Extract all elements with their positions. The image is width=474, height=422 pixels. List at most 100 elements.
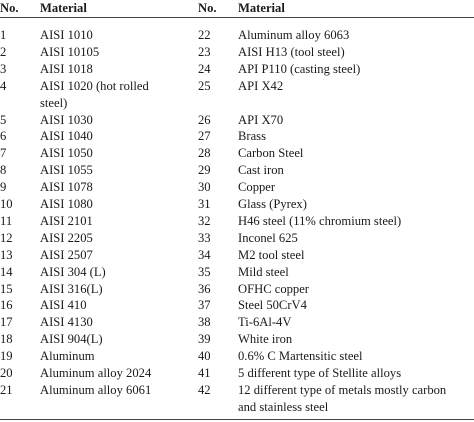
- material-name: AISI 904(L): [40, 331, 103, 348]
- header-material-left: Material: [40, 1, 87, 15]
- row-number: 35: [198, 265, 211, 279]
- material-name: Steel 50CrV4: [238, 297, 307, 314]
- material-name: Copper: [238, 179, 275, 196]
- material-name: 12 different type of metals mostly carbo…: [238, 382, 446, 416]
- row-number: 28: [198, 146, 211, 160]
- material-line-continued: and stainless steel: [238, 400, 329, 414]
- material-name: Mild steel: [238, 264, 289, 281]
- material-name: Aluminum: [40, 348, 95, 365]
- material-name: AISI 1080: [40, 196, 93, 213]
- material-line: API X42: [238, 79, 284, 93]
- row-number: 2: [0, 45, 7, 59]
- material-line: AISI 1055: [40, 163, 93, 177]
- row-number: 25: [198, 79, 211, 93]
- row-number: 32: [198, 214, 211, 228]
- material-name: Ti-6Al-4V: [238, 314, 291, 331]
- material-line: Mild steel: [238, 265, 289, 279]
- material-name: API X70: [238, 112, 283, 129]
- row-number: 26: [198, 113, 211, 127]
- material-line: AISI 2101: [40, 214, 93, 228]
- row-number: 20: [0, 366, 13, 380]
- row-number: 17: [0, 315, 13, 329]
- material-line: AISI 1078: [40, 180, 93, 194]
- material-line: 0.6% C Martensitic steel: [238, 349, 363, 363]
- material-line: Glass (Pyrex): [238, 197, 307, 211]
- material-line: Aluminum: [40, 349, 95, 363]
- material-name: Carbon Steel: [238, 145, 303, 162]
- material-name: AISI 2101: [40, 213, 93, 230]
- row-number: 27: [198, 129, 211, 143]
- row-number: 24: [198, 62, 211, 76]
- material-line: AISI 1010: [40, 28, 93, 42]
- row-number: 14: [0, 265, 13, 279]
- material-line: AISI 1018: [40, 62, 93, 76]
- row-number: 29: [198, 163, 211, 177]
- material-name: M2 tool steel: [238, 247, 304, 264]
- material-line: API X70: [238, 113, 284, 127]
- material-name: AISI 4130: [40, 314, 93, 331]
- material-line-continued: steel): [40, 96, 68, 110]
- row-number: 22: [198, 28, 211, 42]
- material-name: AISI 1020 (hot rolled steel): [40, 78, 149, 112]
- material-name: AISI 1018: [40, 61, 93, 78]
- material-line: 12 different type of metals mostly carbo…: [238, 383, 447, 397]
- row-number: 18: [0, 332, 13, 346]
- material-name: AISI 10105: [40, 44, 99, 61]
- material-line: M2 tool steel: [238, 248, 305, 262]
- material-name: AISI 1078: [40, 179, 93, 196]
- material-line: AISI 410: [40, 298, 87, 312]
- material-name: AISI 1040: [40, 128, 93, 145]
- material-name: 0.6% C Martensitic steel: [238, 348, 363, 365]
- header-material-right: Material: [238, 1, 285, 15]
- material-line: OFHC copper: [238, 282, 310, 296]
- material-name: Aluminum alloy 6061: [40, 382, 151, 399]
- row-number: 40: [198, 349, 211, 363]
- row-number: 7: [0, 146, 7, 160]
- material-line: Inconel 625: [238, 231, 298, 245]
- material-name: Brass: [238, 128, 266, 145]
- row-number: 9: [0, 180, 7, 194]
- material-name: H46 steel (11% chromium steel): [238, 213, 401, 230]
- row-number: 4: [0, 79, 7, 93]
- material-line: 5 different type of Stellite alloys: [238, 366, 402, 380]
- material-name: 5 different type of Stellite alloys: [238, 365, 401, 382]
- material-line: Brass: [238, 129, 266, 143]
- material-line: H46 steel (11% chromium steel): [238, 214, 402, 228]
- bottom-rule: [0, 419, 474, 420]
- row-number: 19: [0, 349, 13, 363]
- material-line: White iron: [238, 332, 293, 346]
- material-line: AISI 2507: [40, 248, 93, 262]
- material-line: Ti-6Al-4V: [238, 315, 292, 329]
- material-line: AISI 904(L): [40, 332, 103, 346]
- material-name: White iron: [238, 331, 292, 348]
- row-number: 41: [198, 366, 211, 380]
- row-number: 21: [0, 383, 13, 397]
- material-name: Glass (Pyrex): [238, 196, 307, 213]
- header-rule: [0, 17, 474, 18]
- material-line: AISI 1050: [40, 146, 93, 160]
- material-line: Cast iron: [238, 163, 284, 177]
- material-line: Aluminum alloy 6063: [238, 28, 350, 42]
- material-line: API P110 (casting steel): [238, 62, 361, 76]
- row-number: 39: [198, 332, 211, 346]
- material-name: AISI 2205: [40, 230, 93, 247]
- material-line: AISI 304 (L): [40, 265, 106, 279]
- row-number: 10: [0, 197, 13, 211]
- material-name: Aluminum alloy 2024: [40, 365, 151, 382]
- material-line: AISI 1030: [40, 113, 93, 127]
- row-number: 36: [198, 282, 211, 296]
- row-number: 3: [0, 62, 7, 76]
- material-line: AISI 316(L): [40, 282, 103, 296]
- material-name: AISI 2507: [40, 247, 93, 264]
- material-name: AISI 316(L): [40, 281, 103, 298]
- material-name: Cast iron: [238, 162, 284, 179]
- material-name: API X42: [238, 78, 283, 95]
- row-number: 34: [198, 248, 211, 262]
- material-line: AISI 2205: [40, 231, 93, 245]
- row-number: 13: [0, 248, 13, 262]
- material-name: API P110 (casting steel): [238, 61, 360, 78]
- material-name: AISI 304 (L): [40, 264, 106, 281]
- row-number: 33: [198, 231, 211, 245]
- material-line: AISI 1080: [40, 197, 93, 211]
- row-number: 12: [0, 231, 13, 245]
